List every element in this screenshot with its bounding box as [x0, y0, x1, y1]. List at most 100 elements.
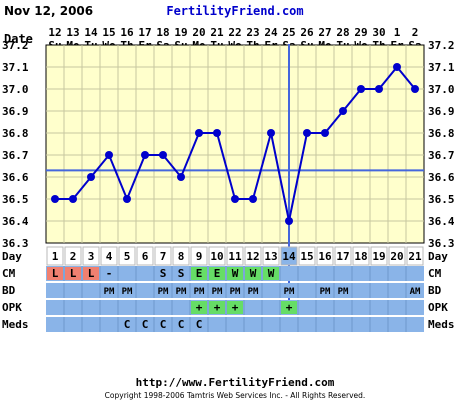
y-tick-label-right: 36.6	[428, 171, 455, 184]
y-tick-label-right: 36.4	[428, 215, 455, 228]
row-label-meds: Meds	[2, 318, 29, 331]
date-label: 27	[318, 26, 331, 39]
date-label: 30	[372, 26, 385, 39]
date-label: 26	[300, 26, 314, 39]
y-tick-label-right: 36.9	[428, 105, 455, 118]
row-cell-bd: PM	[122, 287, 133, 297]
y-tick-label-left: 36.4	[2, 215, 29, 228]
row-band-meds	[46, 317, 424, 332]
date-label: 1	[394, 26, 401, 39]
y-tick-label-left: 36.9	[2, 105, 29, 118]
cycle-day-label: 17	[336, 250, 349, 263]
cycle-day-label: 21	[408, 250, 422, 263]
row-cell-bd: PM	[230, 287, 241, 297]
temperature-point	[231, 195, 239, 203]
row-cell-cm: E	[196, 267, 203, 280]
date-label: 2	[412, 26, 419, 39]
row-label-cm: CM	[2, 267, 16, 280]
temperature-point	[393, 63, 401, 71]
row-cell-highlight	[209, 301, 225, 314]
cycle-day-label: 10	[210, 250, 223, 263]
date-label: 16	[120, 26, 134, 39]
date-label: 17	[138, 26, 151, 39]
cycle-day-label: 11	[228, 250, 242, 263]
temperature-point	[375, 85, 383, 93]
cycle-day-label: 16	[318, 250, 332, 263]
date-label: 15	[102, 26, 115, 39]
temperature-point	[285, 217, 293, 225]
y-tick-label-left: 36.3	[2, 237, 29, 250]
date-label: 22	[228, 26, 241, 39]
row-cell-highlight	[245, 267, 261, 280]
row-cell-cm: W	[232, 267, 239, 280]
y-tick-label-right: 37.1	[428, 61, 455, 74]
y-tick-label-left: 37.0	[2, 83, 29, 96]
temperature-point	[357, 85, 365, 93]
row-cell-bd: PM	[284, 287, 295, 297]
cycle-day-cell	[316, 246, 334, 266]
cycle-day-cell	[136, 246, 154, 266]
temperature-point	[411, 85, 419, 93]
row-cell-opk: +	[214, 301, 221, 314]
cycle-day-label: 7	[160, 250, 167, 263]
cycle-day-label: 13	[264, 250, 277, 263]
day-row-label-right: Day	[428, 250, 448, 263]
row-cell-cm: S	[160, 267, 167, 280]
cycle-day-cell	[388, 246, 406, 266]
row-cell-bd: PM	[212, 287, 223, 297]
y-tick-label-left: 36.6	[2, 171, 29, 184]
temperature-point	[69, 195, 77, 203]
cycle-day-label: 4	[106, 250, 113, 263]
temperature-point	[303, 129, 311, 137]
date-label: 23	[246, 26, 259, 39]
row-cell-bd: PM	[338, 287, 349, 297]
row-label-right-meds: Meds	[428, 318, 455, 331]
cycle-day-cell	[154, 246, 172, 266]
date-label: 20	[192, 26, 205, 39]
cycle-day-cell	[190, 246, 208, 266]
temperature-point	[51, 195, 59, 203]
temperature-point	[87, 173, 95, 181]
cycle-day-label: 9	[196, 250, 203, 263]
cycle-day-cell	[298, 246, 316, 266]
temperature-point	[249, 195, 257, 203]
cycle-day-cell	[208, 246, 226, 266]
y-tick-label-left: 36.8	[2, 127, 29, 140]
row-cell-highlight	[281, 301, 297, 314]
cycle-day-cell	[244, 246, 262, 266]
site-name: FertilityFriend.com	[166, 4, 303, 18]
cycle-day-label: 3	[88, 250, 95, 263]
row-cell-cm: E	[214, 267, 221, 280]
y-tick-label-left: 37.1	[2, 61, 29, 74]
footer-url: http://www.FertilityFriend.com	[136, 376, 335, 389]
cycle-day-label: 5	[124, 250, 131, 263]
temperature-point	[105, 151, 113, 159]
cycle-day-cell	[46, 246, 64, 266]
footer-copyright: Copyright 1998-2006 Tamtris Web Services…	[105, 391, 366, 400]
row-cell-cm: L	[88, 267, 95, 280]
row-label-right-cm: CM	[428, 267, 442, 280]
row-cell-cm: S	[178, 267, 185, 280]
y-tick-label-right: 36.3	[428, 237, 455, 250]
temperature-point	[195, 129, 203, 137]
cycle-day-label: 18	[354, 250, 367, 263]
date-label: 18	[156, 26, 169, 39]
y-tick-label-right: 37.2	[428, 39, 455, 52]
cycle-day-label: 20	[390, 250, 403, 263]
date-label: 28	[336, 26, 349, 39]
row-cell-cm: W	[250, 267, 257, 280]
date-label: 24	[264, 26, 278, 39]
row-cell-cm: L	[70, 267, 77, 280]
cycle-day-cell	[262, 246, 280, 266]
row-cell-bd: PM	[176, 287, 187, 297]
temperature-point	[123, 195, 131, 203]
cycle-day-cell	[352, 246, 370, 266]
temperature-point	[177, 173, 185, 181]
temperature-point	[339, 107, 347, 115]
row-cell-cm: L	[52, 267, 59, 280]
date-label: 19	[174, 26, 187, 39]
plot-area	[45, 44, 425, 244]
y-tick-label-right: 36.5	[428, 193, 455, 206]
row-cell-highlight	[263, 267, 279, 280]
row-cell-opk: +	[232, 301, 239, 314]
